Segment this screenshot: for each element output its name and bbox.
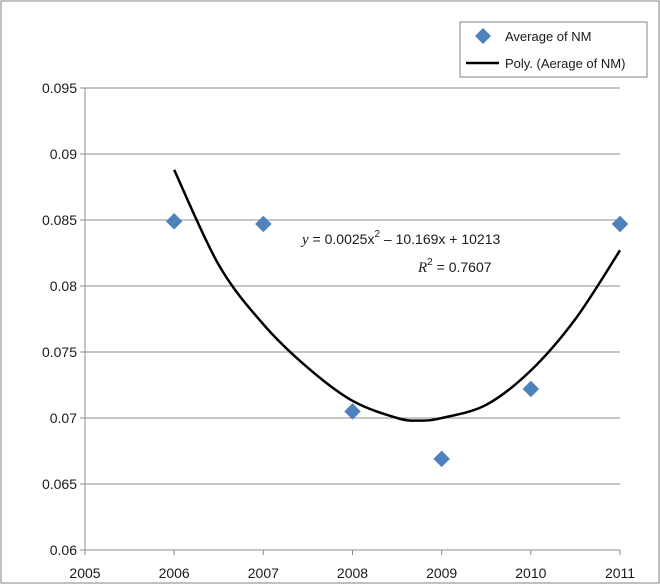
- data-point-diamond: [344, 403, 361, 420]
- data-point-diamond: [254, 215, 272, 233]
- x-tick-label: 2005: [69, 565, 100, 581]
- legend-diamond-marker: [475, 28, 491, 44]
- x-tick-label: 2010: [515, 565, 546, 581]
- data-point-diamond: [433, 450, 451, 468]
- legend-label-series: Average of NM: [505, 29, 591, 44]
- trendline-group: [173, 169, 622, 422]
- data-point-diamond: [165, 212, 183, 230]
- y-tick-label: 0.07: [50, 410, 77, 426]
- y-axis-ticks: 0.06 0.065 0.07 0.075 0.08 0.085 0.09 0.095: [42, 80, 85, 558]
- legend: Average of NM Poly. (Aerage of NM): [459, 21, 648, 78]
- equation-part-b: – 10.169x + 10213: [380, 231, 500, 247]
- r-squared-exponent: 2: [427, 257, 433, 268]
- y-tick-label: 0.065: [42, 476, 77, 492]
- y-tick-label: 0.09: [50, 146, 77, 162]
- y-tick-label: 0.075: [42, 344, 77, 360]
- trendline-curve: [173, 169, 622, 422]
- y-tick-label: 0.095: [42, 80, 77, 96]
- r-squared-value: = 0.7607: [433, 259, 492, 275]
- x-tick-label: 2011: [605, 565, 635, 581]
- x-tick-label: 2009: [426, 565, 457, 581]
- x-tick-label: 2008: [337, 565, 368, 581]
- data-point-diamond: [522, 380, 540, 398]
- y-tick-label: 0.085: [42, 212, 77, 228]
- r-squared-label: R2 = 0.7607: [417, 257, 492, 276]
- equation-part-a: = 0.0025x: [309, 231, 375, 247]
- legend-label-trendline: Poly. (Aerage of NM): [505, 56, 625, 71]
- legend-box: [459, 21, 648, 78]
- data-point-diamond: [611, 215, 629, 233]
- data-points: [165, 212, 629, 468]
- x-tick-label: 2006: [159, 565, 190, 581]
- r-squared-variable: R: [417, 260, 427, 276]
- x-axis-ticks: 2005 2006 2007 2008 2009 2010 2011: [69, 550, 635, 581]
- trendline-equation: y = 0.0025x2 – 10.169x + 10213: [300, 229, 501, 248]
- equation-exponent: 2: [374, 229, 380, 240]
- y-tick-label: 0.08: [50, 278, 77, 294]
- equation-y-variable: y: [300, 232, 309, 248]
- x-tick-label: 2007: [248, 565, 279, 581]
- y-tick-label: 0.06: [50, 542, 77, 558]
